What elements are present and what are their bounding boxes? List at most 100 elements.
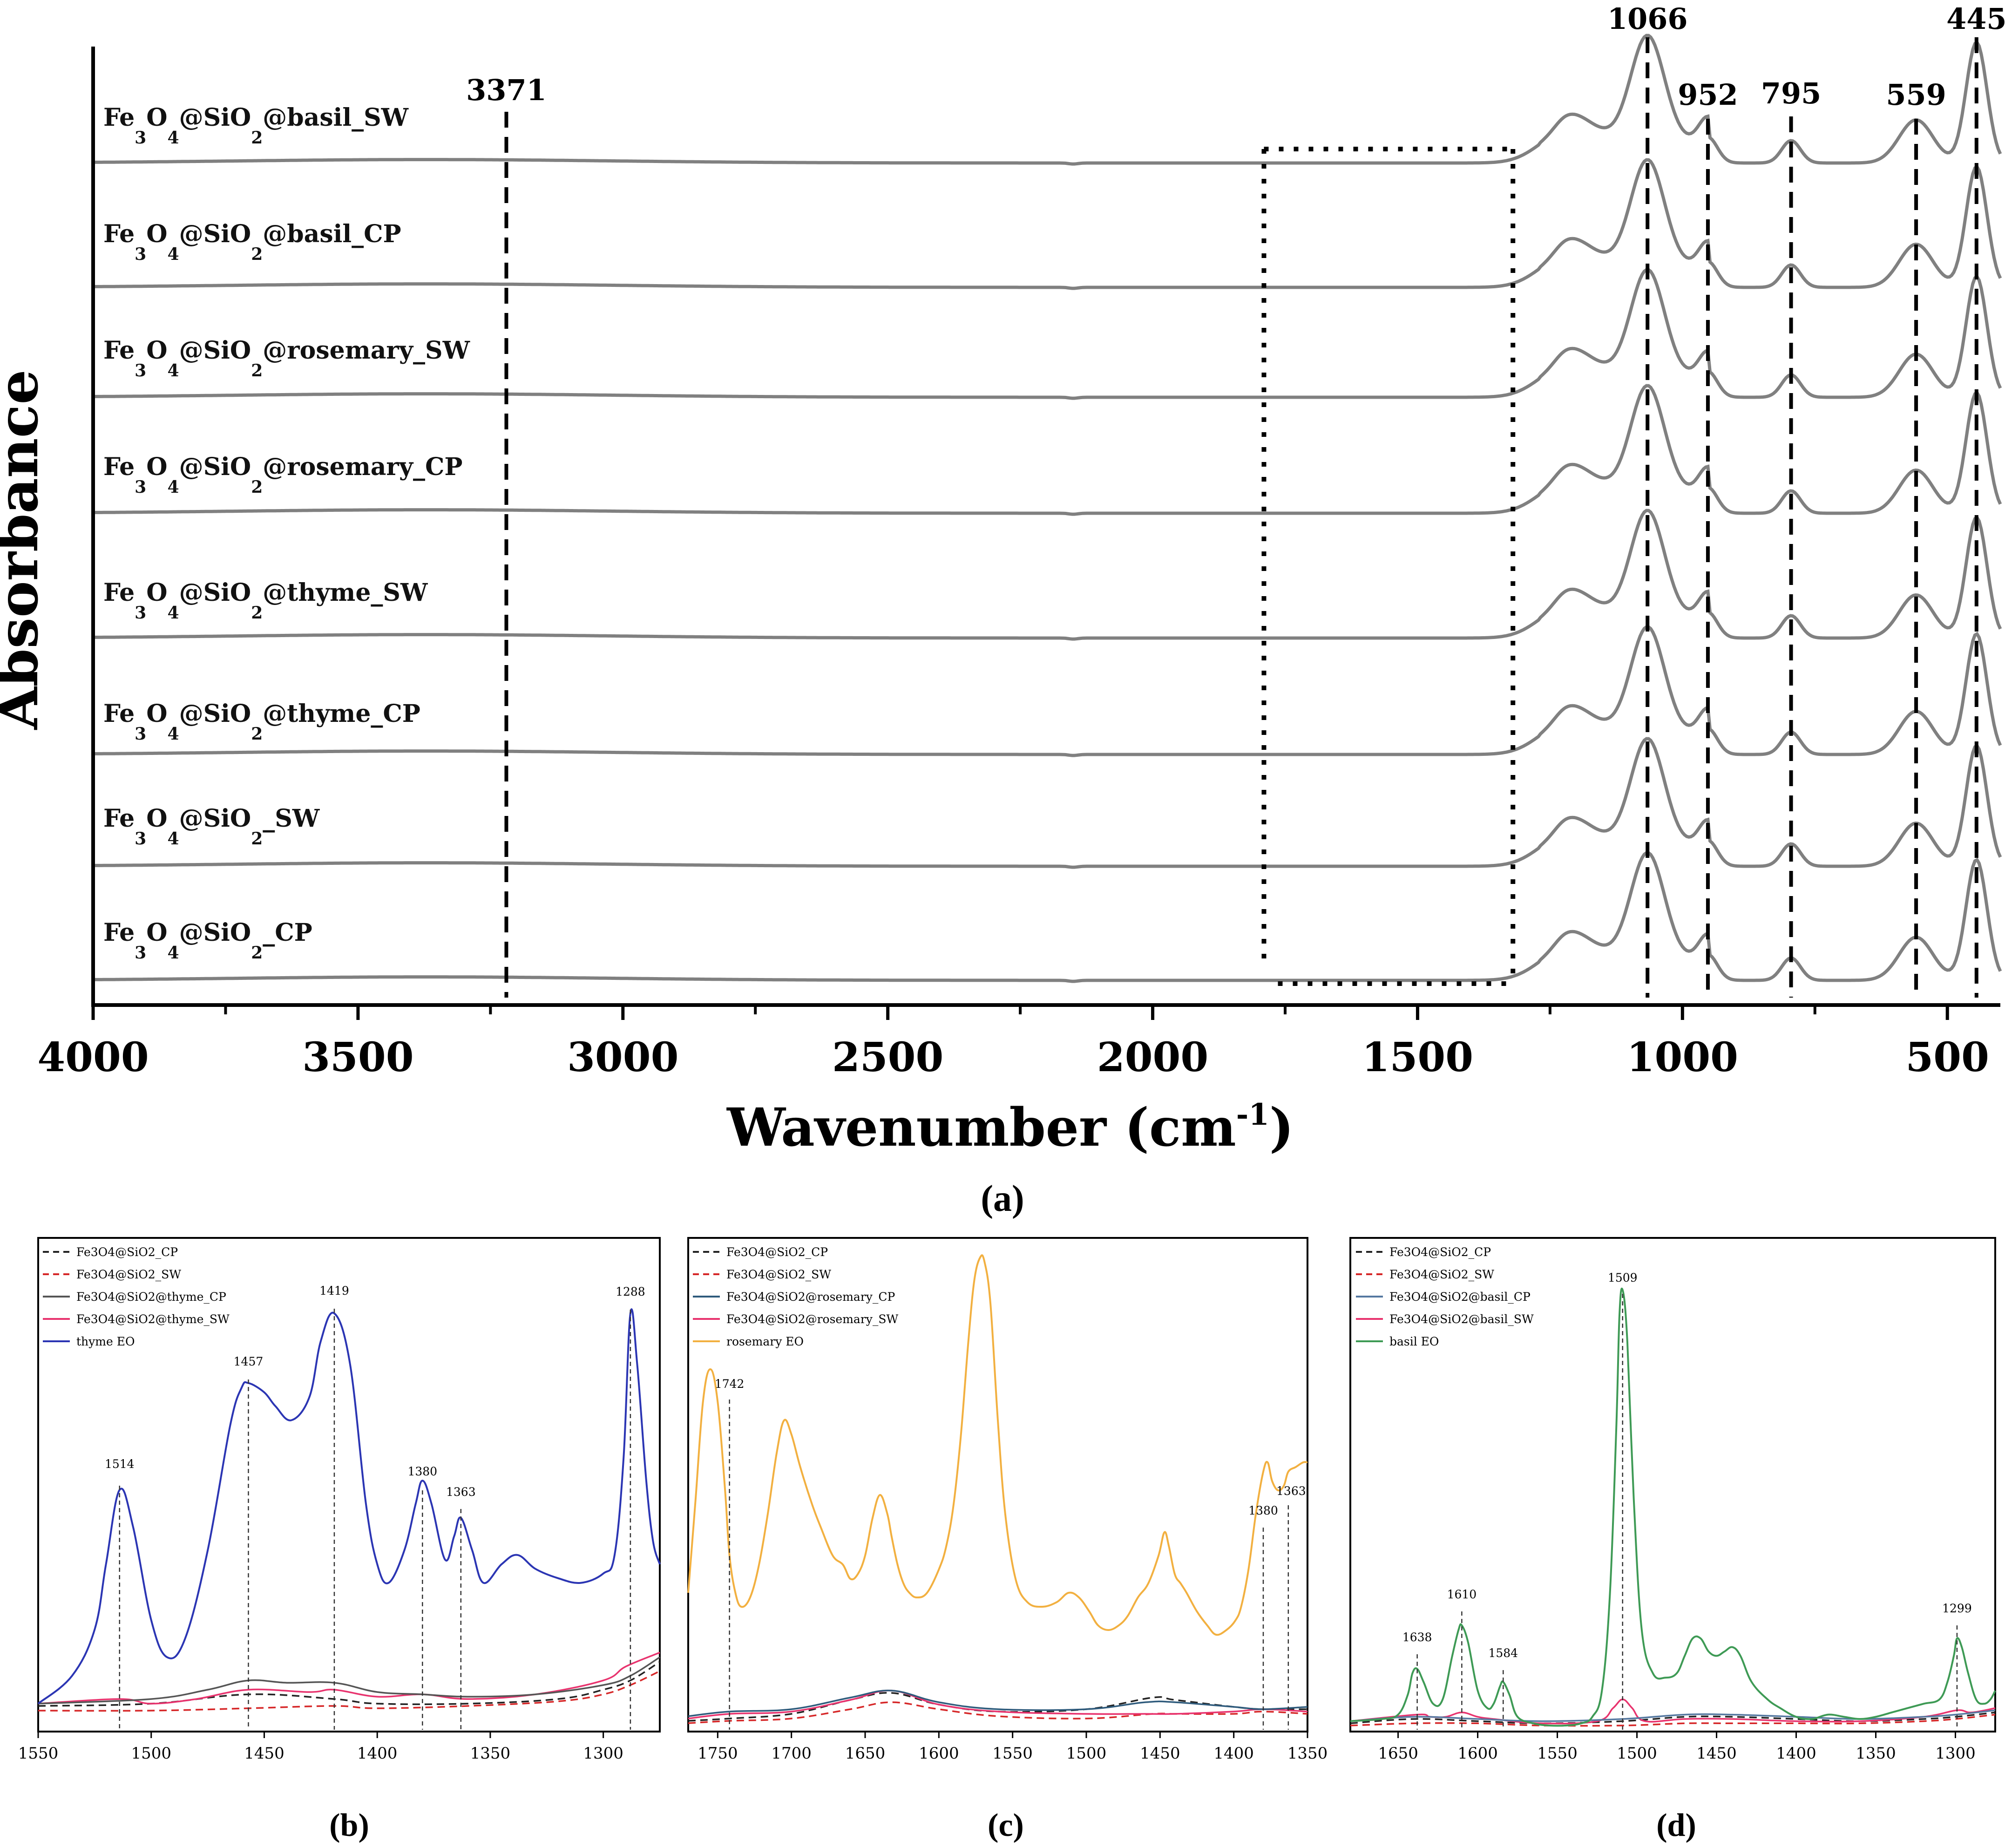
label-subscript: 4 bbox=[168, 245, 179, 264]
label-subscript: 3 bbox=[135, 245, 146, 264]
series-line-Fe3O4@SiO2_CP bbox=[688, 1692, 1308, 1722]
label-subscript: 3 bbox=[135, 829, 146, 849]
label-text: Fe bbox=[103, 804, 135, 833]
label-text: Fe bbox=[103, 578, 135, 607]
x-tick-label: 4000 bbox=[37, 1034, 149, 1081]
panel-c-caption: (c) bbox=[988, 1807, 1024, 1843]
label-text: @SiO bbox=[179, 103, 251, 132]
panel-d-frame bbox=[1349, 1237, 1996, 1732]
label-text: O bbox=[146, 700, 167, 728]
peak-label: 1419 bbox=[319, 1284, 349, 1298]
label-text: O bbox=[146, 578, 167, 607]
x-tick-label: 1450 bbox=[1696, 1744, 1737, 1763]
label-text: Fe bbox=[103, 918, 135, 947]
series-line-Fe3O4@SiO2@basil_CP bbox=[1350, 1709, 1996, 1722]
label-subscript: 4 bbox=[168, 128, 179, 148]
legend-label: Fe3O4@SiO2_SW bbox=[726, 1268, 831, 1281]
spectrum-line-Fe3O4@SiO2_SW bbox=[93, 737, 2002, 869]
label-text: O bbox=[146, 220, 167, 248]
label-subscript: 2 bbox=[251, 829, 263, 849]
x-tick-label: 1650 bbox=[845, 1744, 886, 1763]
x-tick-label: 1650 bbox=[1378, 1744, 1418, 1763]
label-text: @basil_CP bbox=[263, 220, 401, 248]
x-tick-label: 1400 bbox=[1776, 1744, 1816, 1763]
legend-label: Fe3O4@SiO2@rosemary_SW bbox=[726, 1312, 899, 1326]
label-text: _SW bbox=[263, 804, 320, 833]
label-text: O bbox=[146, 918, 167, 947]
peak-label: 1066 bbox=[1607, 2, 1688, 36]
x-tick-label: 1300 bbox=[583, 1744, 623, 1763]
x-tick-label: 1500 bbox=[1617, 1744, 1657, 1763]
peak-label: 1610 bbox=[1447, 1588, 1477, 1601]
panel-a-x-label: Wavenumber (cm-1) bbox=[726, 1097, 1294, 1158]
label-text: O bbox=[146, 804, 167, 833]
label-subscript: 4 bbox=[168, 829, 179, 849]
label-text: Fe bbox=[103, 336, 135, 365]
x-tick-label: 1350 bbox=[1856, 1744, 1896, 1763]
peak-label: 1514 bbox=[105, 1457, 135, 1471]
spectrum-line-Fe3O4@SiO2@thyme_SW bbox=[93, 509, 2002, 641]
x-tick-label: 2000 bbox=[1097, 1034, 1208, 1081]
panel-a-x-ticks: 4000 3500 3000 2500 2000 1500 1000 500 bbox=[37, 1005, 1989, 1081]
x-tick-label: 3500 bbox=[302, 1034, 413, 1081]
series-line-Fe3O4@SiO2@rosemary_SW bbox=[688, 1690, 1308, 1719]
label-text: @thyme_SW bbox=[263, 578, 428, 607]
peak-label: 3371 bbox=[466, 73, 547, 107]
spectrum-line-Fe3O4@SiO2@basil_SW bbox=[93, 34, 2002, 166]
panel-b: 1550 1500 1450 1400 1350 1300 1514 1457 1419 1380… bbox=[18, 1237, 661, 1843]
x-tick-label: 1550 bbox=[18, 1744, 59, 1763]
x-tick-label: 1350 bbox=[1287, 1744, 1328, 1763]
label-subscript: 4 bbox=[168, 724, 179, 744]
peak-label: 1584 bbox=[1488, 1646, 1518, 1660]
peak-label: 445 bbox=[1946, 2, 2005, 36]
peak-label: 559 bbox=[1886, 78, 1946, 112]
panel-a-caption: (a) bbox=[981, 1178, 1024, 1219]
label-text: O bbox=[146, 453, 167, 481]
series-line-Fe3O4@SiO2_SW bbox=[38, 1670, 660, 1712]
x-tick-label: 1550 bbox=[992, 1744, 1033, 1763]
legend-label: Fe3O4@SiO2@basil_SW bbox=[1389, 1312, 1534, 1326]
x-tick-label: 3000 bbox=[567, 1034, 678, 1081]
label-subscript: 4 bbox=[168, 361, 179, 380]
panel-a-peak-markers: 3371 1066 952 795 559 445 bbox=[466, 2, 2005, 998]
panel-a: Fe3O4@SiO2@basil_SWFe3O4@SiO2@basil_CPFe… bbox=[0, 2, 2005, 1219]
x-tick-label: 1300 bbox=[1935, 1744, 1976, 1763]
panel-a-spectra bbox=[93, 34, 2002, 983]
label-subscript: 3 bbox=[135, 477, 146, 497]
label-text: @rosemary_CP bbox=[263, 453, 462, 481]
x-tick-label: 1400 bbox=[357, 1744, 398, 1763]
label-subscript: 4 bbox=[168, 603, 179, 623]
series-line-Fe3O4@SiO2_SW bbox=[1350, 1713, 1996, 1727]
label-subscript: 3 bbox=[135, 724, 146, 744]
panel-a-series-labels: Fe3O4@SiO2@basil_SWFe3O4@SiO2@basil_CPFe… bbox=[103, 103, 471, 963]
spectrum-line-Fe3O4@SiO2_CP bbox=[93, 851, 2002, 983]
x-tick-label: 1500 bbox=[1362, 1034, 1473, 1081]
series-line-thyme EO bbox=[37, 1308, 661, 1705]
x-tick-label: 1600 bbox=[919, 1744, 959, 1763]
label-text: @SiO bbox=[179, 336, 251, 365]
legend-label: Fe3O4@SiO2_CP bbox=[726, 1245, 828, 1259]
label-subscript: 4 bbox=[168, 943, 179, 963]
legend-label: basil EO bbox=[1389, 1335, 1439, 1348]
label-text: @SiO bbox=[179, 804, 251, 833]
series-line-Fe3O4@SiO2@thyme_SW bbox=[38, 1651, 660, 1705]
series-label: Fe3O4@SiO2@rosemary_CP bbox=[103, 453, 463, 497]
series-line-Fe3O4@SiO2@thyme_CP bbox=[38, 1656, 660, 1705]
series-line-Fe3O4@SiO2_CP bbox=[1350, 1712, 1996, 1725]
series-label: Fe3O4@SiO2@basil_SW bbox=[103, 103, 409, 148]
peak-label: 1363 bbox=[446, 1485, 476, 1499]
label-subscript: 3 bbox=[135, 128, 146, 148]
legend-label: rosemary EO bbox=[726, 1335, 804, 1348]
label-subscript: 2 bbox=[251, 477, 263, 497]
series-label: Fe3O4@SiO2@thyme_CP bbox=[103, 700, 420, 744]
label-text: @SiO bbox=[179, 700, 251, 728]
legend-label: Fe3O4@SiO2_CP bbox=[76, 1245, 178, 1259]
label-text: Fe bbox=[103, 700, 135, 728]
spectrum-line-Fe3O4@SiO2@thyme_CP bbox=[93, 625, 2002, 757]
legend-label: Fe3O4@SiO2@basil_CP bbox=[1389, 1290, 1531, 1304]
panel-a-axes bbox=[91, 47, 2000, 1007]
label-subscript: 3 bbox=[135, 603, 146, 623]
panel-a-y-label: Absorbance bbox=[0, 369, 50, 730]
label-text: _CP bbox=[263, 918, 312, 947]
